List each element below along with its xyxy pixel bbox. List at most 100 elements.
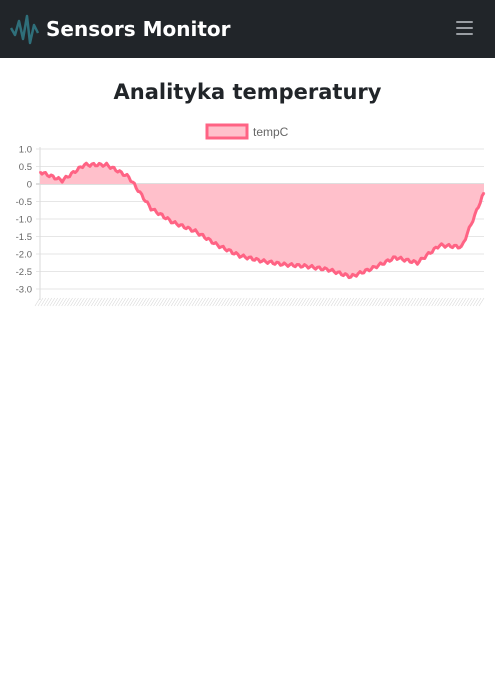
x-tick-mark xyxy=(37,297,44,307)
x-tick-mark xyxy=(298,297,304,307)
x-tick-mark xyxy=(40,297,47,307)
x-tick-mark xyxy=(43,297,50,307)
y-tick-label: -0.5 xyxy=(16,197,32,208)
x-tick-mark xyxy=(52,297,59,307)
x-tick-mark xyxy=(268,297,275,307)
data-point xyxy=(416,261,419,264)
x-tick-mark xyxy=(369,297,375,307)
x-tick-mark xyxy=(185,297,192,307)
x-tick-mark xyxy=(428,297,434,307)
x-tick-mark xyxy=(206,297,212,307)
x-tick-mark xyxy=(64,297,70,307)
x-tick-mark xyxy=(55,297,61,307)
x-tick-mark xyxy=(410,297,417,307)
x-tick-mark xyxy=(324,297,331,307)
x-tick-mark xyxy=(310,297,316,307)
x-tick-mark xyxy=(73,297,79,307)
x-tick-mark xyxy=(61,297,67,307)
x-tick-mark xyxy=(351,297,357,307)
x-tick-mark xyxy=(478,297,485,307)
data-point xyxy=(83,163,86,166)
x-tick-mark xyxy=(79,297,85,307)
x-tick-mark xyxy=(88,297,94,307)
x-tick-mark xyxy=(147,297,153,307)
x-tick-mark xyxy=(34,297,41,307)
x-tick-mark xyxy=(173,297,180,307)
x-tick-mark xyxy=(401,297,408,307)
y-tick-label: -3.0 xyxy=(16,285,32,296)
x-tick-mark xyxy=(108,297,115,307)
x-tick-mark xyxy=(437,297,443,307)
hamburger-menu-icon[interactable] xyxy=(456,20,473,36)
x-tick-mark xyxy=(318,297,325,307)
x-tick-mark xyxy=(167,297,174,307)
x-tick-mark xyxy=(315,297,322,307)
x-tick-mark xyxy=(191,297,198,307)
data-point xyxy=(194,230,197,233)
x-tick-mark xyxy=(182,297,189,307)
data-point xyxy=(239,254,241,257)
y-tick-label: 1.0 xyxy=(19,145,32,156)
x-tick-mark xyxy=(49,297,56,307)
x-tick-mark xyxy=(102,297,109,307)
x-tick-mark xyxy=(381,297,387,307)
x-tick-mark xyxy=(295,297,301,307)
x-tick-mark xyxy=(105,297,112,307)
x-tick-mark xyxy=(327,297,334,307)
x-tick-mark xyxy=(230,297,236,307)
x-tick-mark xyxy=(224,297,230,307)
x-tick-mark xyxy=(111,297,118,307)
x-tick-mark xyxy=(357,297,363,307)
data-point xyxy=(61,179,63,182)
x-tick-mark xyxy=(76,297,82,307)
x-tick-mark xyxy=(475,297,482,307)
x-tick-mark xyxy=(443,297,449,307)
x-tick-mark xyxy=(126,297,133,307)
x-tick-mark xyxy=(321,297,328,307)
data-point xyxy=(39,170,41,173)
data-point xyxy=(283,263,286,266)
x-tick-mark xyxy=(46,297,53,307)
x-tick-mark xyxy=(96,297,103,307)
data-point xyxy=(150,207,152,210)
y-tick-label: -1.5 xyxy=(16,232,32,243)
x-tick-mark xyxy=(156,297,162,307)
x-tick-mark xyxy=(212,297,218,307)
x-tick-mark xyxy=(200,297,207,307)
x-tick-mark xyxy=(129,297,135,307)
x-tick-mark xyxy=(345,297,352,307)
x-tick-mark xyxy=(330,297,337,307)
x-tick-mark xyxy=(135,297,141,307)
x-tick-mark xyxy=(194,297,201,307)
x-tick-mark xyxy=(162,297,168,307)
data-point xyxy=(438,244,441,247)
x-tick-mark xyxy=(336,297,343,307)
x-tick-mark xyxy=(304,297,310,307)
x-tick-mark xyxy=(233,297,239,307)
x-tick-mark xyxy=(58,297,64,307)
x-tick-mark xyxy=(354,297,360,307)
x-tick-mark xyxy=(460,297,467,307)
x-tick-mark xyxy=(159,297,165,307)
x-tick-mark xyxy=(70,297,76,307)
x-tick-mark xyxy=(244,297,251,307)
x-tick-mark xyxy=(93,297,100,307)
x-tick-mark xyxy=(67,297,73,307)
x-tick-mark xyxy=(339,297,346,307)
x-tick-mark xyxy=(286,297,292,307)
app-title: Sensors Monitor xyxy=(46,17,231,41)
x-tick-mark xyxy=(434,297,440,307)
x-tick-mark xyxy=(363,297,369,307)
x-tick-mark xyxy=(416,297,423,307)
x-tick-mark xyxy=(386,297,393,307)
x-tick-mark xyxy=(312,297,319,307)
data-point xyxy=(461,246,463,248)
x-tick-mark xyxy=(301,297,307,307)
brand[interactable]: Sensors Monitor xyxy=(10,13,230,45)
x-tick-mark xyxy=(472,297,479,307)
x-tick-mark xyxy=(138,297,144,307)
x-tick-mark xyxy=(395,297,402,307)
data-point xyxy=(305,265,308,268)
x-tick-mark xyxy=(458,297,464,307)
x-tick-mark xyxy=(431,297,437,307)
